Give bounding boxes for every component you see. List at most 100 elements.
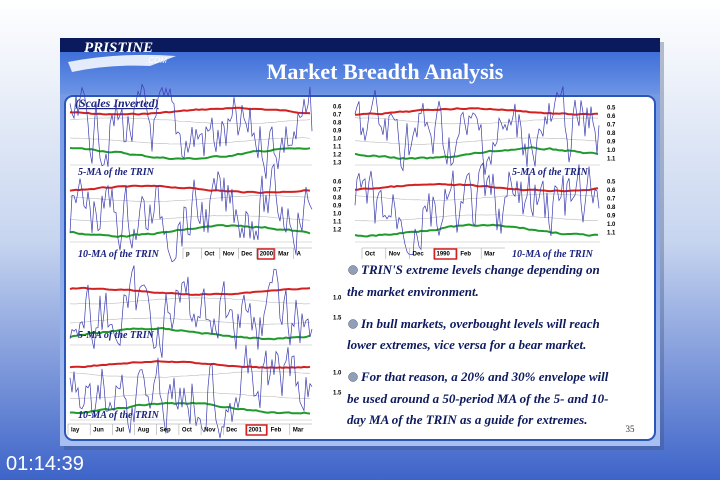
- month-label: Jun: [93, 428, 104, 434]
- month-label: Mar: [293, 428, 304, 434]
- bullet-text: day MA of the TRIN as a guide for extrem…: [347, 412, 588, 427]
- scale-label: 0.8: [333, 196, 342, 202]
- scale-label: 0.9: [607, 214, 616, 220]
- slide-title: Market Breadth Analysis: [267, 59, 504, 84]
- scale-label: 1.2: [333, 153, 342, 159]
- chart-trace: [69, 391, 311, 399]
- chart-trace: [69, 286, 311, 296]
- month-label: 2000: [260, 252, 274, 258]
- scale-label: 1.5: [333, 316, 342, 322]
- scale-label: 1.1: [607, 157, 616, 163]
- bullet-text: For that reason, a 20% and 30% envelope …: [360, 369, 609, 384]
- chart-trace: [69, 147, 311, 161]
- chart-trace: [69, 265, 313, 358]
- chart-label: 5-MA of the TRIN: [512, 167, 589, 178]
- scale-label: 0.6: [333, 105, 342, 111]
- chart-label: 5-MA of the TRIN: [78, 167, 155, 178]
- month-highlight: [433, 248, 458, 260]
- bullet-text: In bull markets, overbought levels will …: [360, 316, 600, 331]
- scale-label: 1.3: [333, 161, 342, 167]
- chart-trace: [69, 345, 313, 439]
- chart-trace: [354, 146, 599, 160]
- month-label: lay: [71, 428, 80, 434]
- bullet-icon: [348, 319, 358, 329]
- scale-label: 0.5: [607, 106, 616, 112]
- month-label: Oct: [182, 428, 192, 434]
- month-label: Dec: [226, 428, 238, 434]
- scale-label: 0.7: [607, 197, 616, 203]
- month-highlight: [256, 248, 275, 260]
- scale-label: 0.7: [333, 113, 342, 119]
- scale-label: 0.6: [607, 114, 616, 120]
- month-label: Sep: [160, 428, 171, 434]
- month-label: 2001: [248, 428, 262, 434]
- scale-label: 0.7: [333, 188, 342, 194]
- page-number: 35: [626, 424, 636, 434]
- chart-trace: [69, 83, 313, 179]
- month-label: Oct: [204, 252, 214, 258]
- scale-label: 1.0: [333, 137, 342, 143]
- month-label: Dec: [241, 252, 253, 258]
- chart-label: 10-MA of the TRIN: [78, 410, 160, 421]
- month-label: Nov: [389, 252, 401, 258]
- bullet-icon: [348, 265, 358, 275]
- chart-trace: [70, 401, 311, 415]
- logo: PRISTINE: [84, 40, 153, 56]
- bullet-text: be used around a 50-period MA of the 5- …: [347, 391, 608, 406]
- content-panel: [64, 95, 656, 441]
- chart-trace: [70, 215, 311, 222]
- month-label: Aug: [138, 428, 150, 434]
- scale-label: 1.1: [333, 145, 342, 151]
- chart-trace: [69, 360, 311, 369]
- scale-label: 0.9: [333, 204, 342, 210]
- logo-swoosh: [68, 54, 176, 72]
- month-label: Dec: [413, 252, 425, 258]
- chart-trace: [355, 137, 599, 145]
- month-label: 1990: [437, 252, 451, 258]
- header-band: [60, 38, 660, 52]
- chart-trace: [69, 317, 311, 325]
- bullet-text: TRIN'S extreme levels change depending o…: [361, 262, 600, 277]
- scale-label: 1.0: [333, 296, 342, 302]
- month-label: Nov: [223, 252, 235, 258]
- month-label: Mar: [484, 252, 495, 258]
- month-label: Nov: [204, 428, 216, 434]
- scale-label: 1.5: [333, 391, 342, 397]
- scale-label: 0.9: [607, 140, 616, 146]
- scale-label: 0.5: [607, 180, 616, 186]
- chart-trace: [69, 117, 311, 124]
- chart-trace: [69, 224, 311, 238]
- month-label: p: [186, 252, 190, 258]
- bullet-text: the market environment.: [347, 284, 479, 299]
- scale-label: 1.1: [607, 231, 616, 237]
- month-label: Oct: [365, 252, 375, 258]
- chart-trace: [354, 107, 598, 116]
- bullet-text: lower extremes, vice versa for a bear ma…: [347, 337, 586, 352]
- scale-label: 0.6: [607, 188, 616, 194]
- scale-label: 1.0: [333, 212, 342, 218]
- scale-label: 0.8: [607, 205, 616, 211]
- chart-trace: [69, 195, 311, 203]
- scale-label: 1.0: [333, 371, 342, 377]
- scale-label: 1.0: [607, 148, 616, 154]
- scale-label: 1.1: [333, 220, 342, 226]
- bullet-icon: [348, 372, 358, 382]
- month-highlight: [245, 424, 268, 436]
- scale-label: 0.7: [607, 123, 616, 129]
- chart-trace: [69, 370, 311, 378]
- chart-trace: [69, 106, 311, 116]
- chart-trace: [354, 214, 598, 222]
- scale-label: 1.0: [607, 222, 616, 228]
- scale-label: 1.2: [333, 228, 342, 234]
- scale-label: 0.6: [333, 180, 342, 186]
- scale-label: 0.8: [607, 131, 616, 137]
- chart-trace: [354, 223, 599, 238]
- month-label: Jul: [115, 428, 124, 434]
- scale-label: 0.9: [333, 129, 342, 135]
- chart-trace: [69, 163, 313, 263]
- month-label: Feb: [460, 252, 471, 258]
- chart-trace: [69, 297, 310, 305]
- chart-label: 10-MA of the TRIN: [512, 249, 594, 260]
- month-label: A: [297, 252, 302, 258]
